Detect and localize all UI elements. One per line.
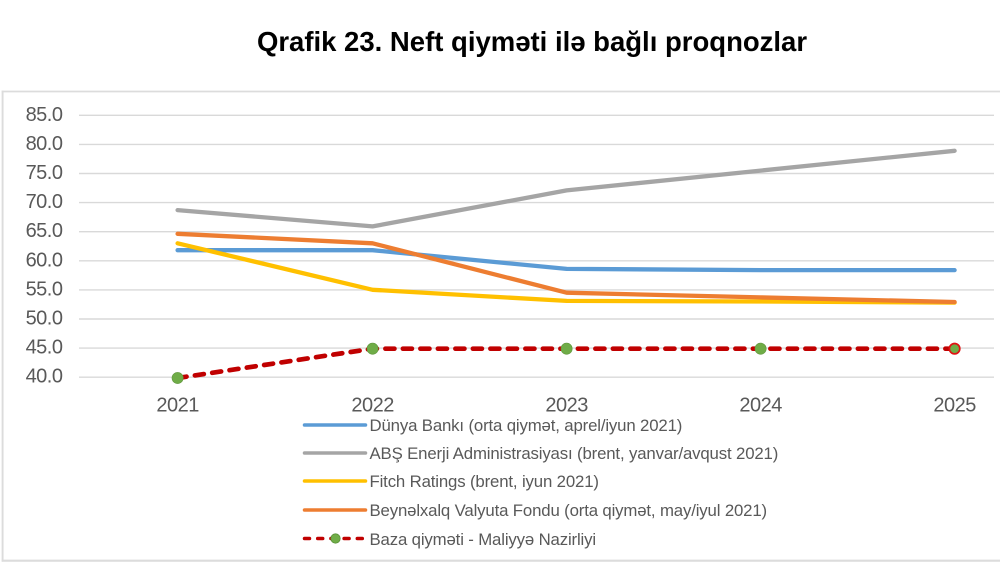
svg-text:Beynəlxalq Valyuta Fondu (orta: Beynəlxalq Valyuta Fondu (orta qiymət, m… [370, 501, 768, 520]
svg-text:2021: 2021 [156, 395, 199, 417]
svg-text:50.0: 50.0 [26, 308, 63, 330]
svg-text:45.0: 45.0 [26, 337, 63, 359]
svg-text:70.0: 70.0 [26, 191, 63, 213]
svg-text:40.0: 40.0 [26, 366, 63, 388]
svg-text:75.0: 75.0 [26, 162, 63, 184]
svg-text:Qrafik 23. Neft qiyməti ilə ba: Qrafik 23. Neft qiyməti ilə bağlı proqno… [257, 26, 807, 57]
svg-text:Baza qiyməti - Maliyyə Nazirli: Baza qiyməti - Maliyyə Nazirliyi [370, 530, 596, 549]
svg-text:ABŞ Enerji Administrasiyası (b: ABŞ Enerji Administrasiyası (brent, yanv… [370, 444, 779, 463]
svg-text:2022: 2022 [351, 395, 394, 417]
svg-text:85.0: 85.0 [26, 104, 63, 126]
svg-text:55.0: 55.0 [26, 278, 63, 300]
svg-text:80.0: 80.0 [26, 133, 63, 155]
svg-text:60.0: 60.0 [26, 249, 63, 271]
svg-text:Dünya Bankı (orta qiymət, apre: Dünya Bankı (orta qiymət, aprel/iyun 202… [370, 416, 683, 435]
svg-text:65.0: 65.0 [26, 220, 63, 242]
svg-text:2024: 2024 [739, 395, 782, 417]
svg-text:2023: 2023 [545, 395, 588, 417]
svg-text:2025: 2025 [933, 395, 976, 417]
svg-text:Fitch Ratings (brent, iyun 202: Fitch Ratings (brent, iyun 2021) [370, 472, 599, 491]
